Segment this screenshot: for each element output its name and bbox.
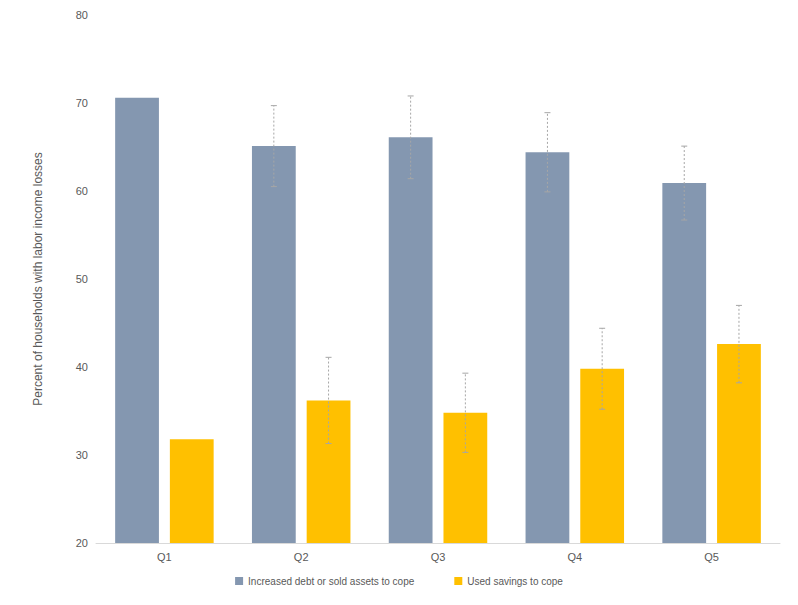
- svg-text:60: 60: [76, 185, 88, 197]
- svg-text:80: 80: [76, 9, 88, 21]
- svg-text:Q2: Q2: [294, 551, 309, 563]
- svg-text:Q1: Q1: [157, 551, 172, 563]
- svg-text:Q4: Q4: [567, 551, 582, 563]
- svg-text:Q3: Q3: [431, 551, 446, 563]
- svg-text:Percent of households with lab: Percent of households with labor income …: [31, 152, 45, 405]
- svg-text:40: 40: [76, 361, 88, 373]
- svg-text:Increased debt or sold assets: Increased debt or sold assets to cope: [248, 576, 415, 587]
- svg-text:20: 20: [76, 537, 88, 549]
- svg-text:Q5: Q5: [704, 551, 719, 563]
- svg-text:Used savings to cope: Used savings to cope: [467, 576, 563, 587]
- svg-text:70: 70: [76, 97, 88, 109]
- svg-text:30: 30: [76, 449, 88, 461]
- svg-text:50: 50: [76, 273, 88, 285]
